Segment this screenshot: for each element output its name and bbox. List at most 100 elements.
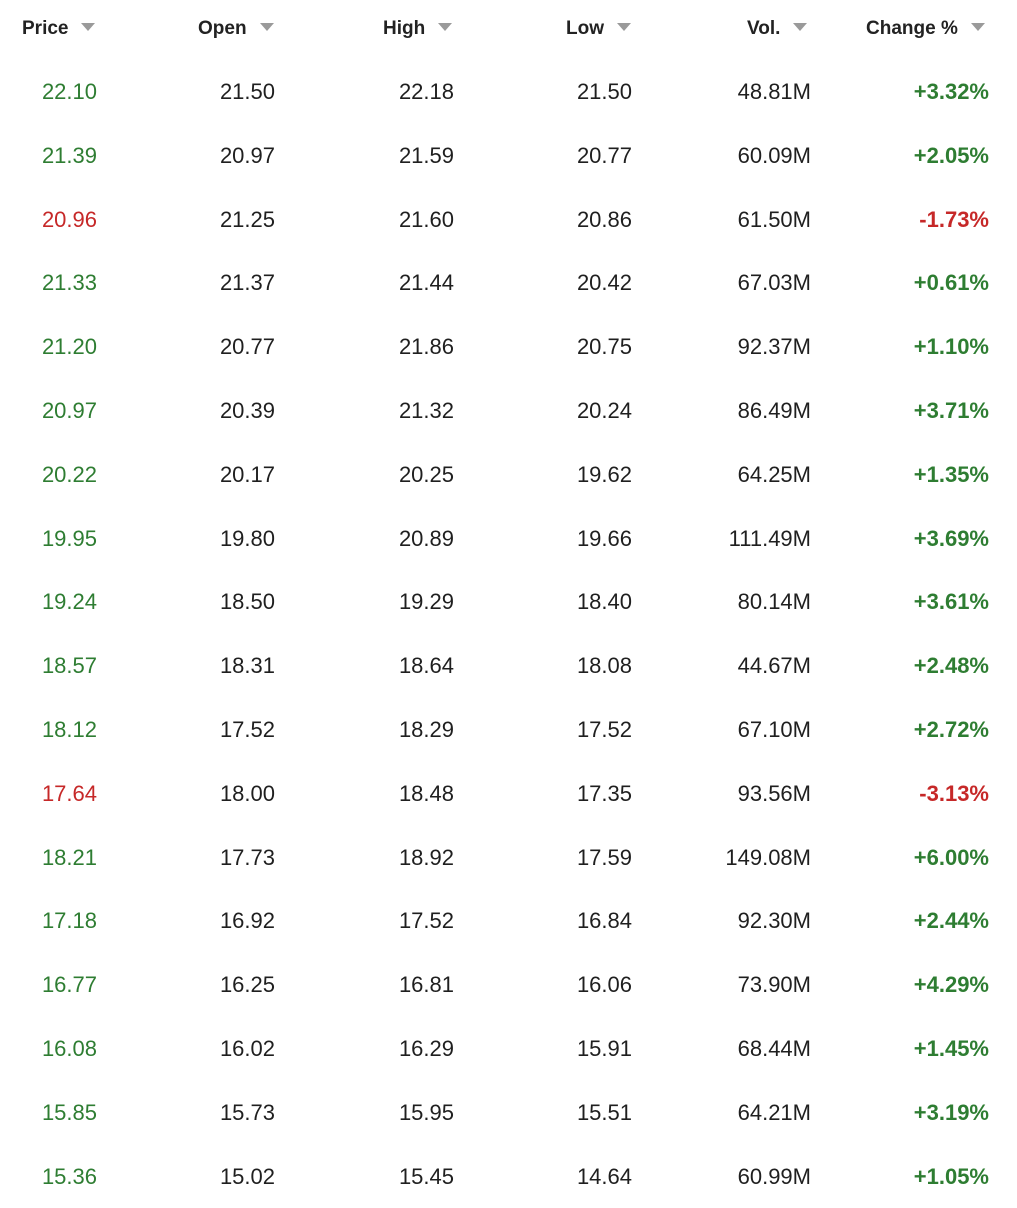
- volume-cell: 67.03M: [737, 270, 811, 296]
- price-cell: 20.96: [41, 206, 97, 232]
- high-cell: 21.44: [398, 270, 454, 296]
- high-cell: 15.95: [398, 1099, 454, 1125]
- volume-cell: 67.10M: [737, 717, 811, 742]
- volume-cell: 111.49M: [728, 525, 811, 551]
- price-cell: 15.36: [41, 1163, 97, 1189]
- open-cell: 21.50: [219, 79, 275, 104]
- open-cell: 20.39: [219, 398, 275, 423]
- table-row: 20.96 21.25 21.60 20.86 61.50M -1.73%: [0, 188, 1017, 252]
- column-header-label: Low: [566, 18, 604, 39]
- volume-cell: 61.50M: [737, 206, 811, 232]
- volume-cell: 48.81M: [737, 79, 811, 104]
- caret-down-icon[interactable]: [617, 22, 631, 31]
- column-header-label: Change %: [866, 18, 958, 39]
- price-cell: 21.20: [41, 334, 97, 360]
- high-cell: 17.52: [398, 908, 454, 934]
- low-cell: 15.91: [576, 1036, 632, 1061]
- table-row: 18.12 17.52 18.29 17.52 67.10M +2.72%: [0, 698, 1017, 762]
- change-percent-cell: -1.73%: [919, 206, 989, 232]
- price-cell: 16.77: [41, 972, 97, 998]
- volume-cell: 60.99M: [737, 1163, 811, 1189]
- low-cell: 20.75: [576, 334, 632, 360]
- open-cell: 18.31: [219, 653, 275, 679]
- high-cell: 19.29: [398, 589, 454, 615]
- caret-down-icon[interactable]: [793, 22, 808, 31]
- price-cell: 21.33: [41, 270, 97, 296]
- low-cell: 20.86: [576, 206, 632, 232]
- volume-cell: 80.14M: [737, 589, 811, 615]
- column-header-high[interactable]: High: [383, 14, 453, 44]
- change-percent-cell: +0.61%: [913, 270, 989, 296]
- volume-cell: 60.09M: [737, 142, 811, 168]
- caret-down-icon[interactable]: [259, 22, 274, 31]
- volume-cell: 64.21M: [737, 1099, 811, 1125]
- low-cell: 16.06: [576, 972, 632, 998]
- change-percent-cell: +6.00%: [913, 844, 989, 870]
- high-cell: 15.45: [398, 1163, 454, 1189]
- open-cell: 20.77: [219, 334, 275, 360]
- high-cell: 22.18: [398, 79, 454, 104]
- change-percent-cell: +3.32%: [913, 79, 989, 104]
- column-header-open[interactable]: Open: [198, 14, 274, 44]
- open-cell: 17.52: [219, 717, 275, 742]
- high-cell: 21.60: [398, 206, 454, 232]
- open-cell: 21.25: [219, 206, 275, 232]
- table-row: 21.33 21.37 21.44 20.42 67.03M +0.61%: [0, 251, 1017, 315]
- low-cell: 20.24: [576, 398, 632, 423]
- change-percent-cell: +3.69%: [913, 525, 989, 551]
- change-percent-cell: +4.29%: [913, 972, 989, 998]
- table-row: 20.22 20.17 20.25 19.62 64.25M +1.35%: [0, 443, 1017, 507]
- low-cell: 19.62: [576, 461, 632, 487]
- low-cell: 18.08: [576, 653, 632, 679]
- change-percent-cell: +1.35%: [913, 461, 989, 487]
- low-cell: 17.35: [576, 780, 632, 806]
- column-header-vol[interactable]: Vol.: [747, 14, 808, 44]
- table-row: 19.95 19.80 20.89 19.66 111.49M +3.69%: [0, 507, 1017, 571]
- volume-cell: 73.90M: [737, 972, 811, 998]
- high-cell: 18.48: [398, 780, 454, 806]
- low-cell: 17.52: [576, 717, 632, 742]
- column-header-change[interactable]: Change %: [866, 14, 985, 44]
- price-cell: 19.24: [41, 589, 97, 615]
- table-row: 19.24 18.50 19.29 18.40 80.14M +3.61%: [0, 570, 1017, 634]
- caret-down-icon[interactable]: [81, 22, 96, 31]
- low-cell: 14.64: [576, 1163, 632, 1189]
- volume-cell: 149.08M: [725, 844, 811, 870]
- caret-down-icon[interactable]: [970, 22, 985, 31]
- change-percent-cell: +3.19%: [913, 1099, 989, 1125]
- table-row: 20.97 20.39 21.32 20.24 86.49M +3.71%: [0, 379, 1017, 443]
- low-cell: 16.84: [576, 908, 632, 934]
- column-header-label: Open: [198, 18, 247, 39]
- open-cell: 18.00: [219, 780, 275, 806]
- caret-down-icon[interactable]: [438, 22, 453, 31]
- high-cell: 18.29: [398, 717, 454, 742]
- open-cell: 21.37: [219, 270, 275, 296]
- open-cell: 20.97: [219, 142, 275, 168]
- high-cell: 16.81: [398, 972, 454, 998]
- column-header-price[interactable]: Price: [22, 14, 96, 44]
- low-cell: 20.77: [576, 142, 632, 168]
- table-row: 16.08 16.02 16.29 15.91 68.44M +1.45%: [0, 1017, 1017, 1081]
- table-row: 21.39 20.97 21.59 20.77 60.09M +2.05%: [0, 124, 1017, 188]
- table-row: 17.64 18.00 18.48 17.35 93.56M -3.13%: [0, 762, 1017, 826]
- column-header-low[interactable]: Low: [566, 14, 631, 44]
- low-cell: 17.59: [576, 844, 632, 870]
- price-cell: 15.85: [41, 1099, 97, 1125]
- price-cell: 18.21: [41, 844, 97, 870]
- low-cell: 20.42: [576, 270, 632, 296]
- table-row: 17.18 16.92 17.52 16.84 92.30M +2.44%: [0, 889, 1017, 953]
- open-cell: 16.92: [219, 908, 275, 934]
- open-cell: 16.02: [219, 1036, 275, 1061]
- change-percent-cell: +1.45%: [913, 1036, 989, 1061]
- table-row: 21.20 20.77 21.86 20.75 92.37M +1.10%: [0, 315, 1017, 379]
- table-header: Price Open High Low Vol. Change %: [0, 0, 1017, 60]
- volume-cell: 92.37M: [737, 334, 811, 360]
- price-cell: 22.10: [41, 79, 97, 104]
- price-cell: 20.97: [41, 398, 97, 423]
- change-percent-cell: +3.71%: [913, 398, 989, 423]
- change-percent-cell: +2.48%: [913, 653, 989, 679]
- price-cell: 18.57: [41, 653, 97, 679]
- volume-cell: 64.25M: [737, 461, 811, 487]
- price-cell: 17.64: [41, 780, 97, 806]
- volume-cell: 44.67M: [737, 653, 811, 679]
